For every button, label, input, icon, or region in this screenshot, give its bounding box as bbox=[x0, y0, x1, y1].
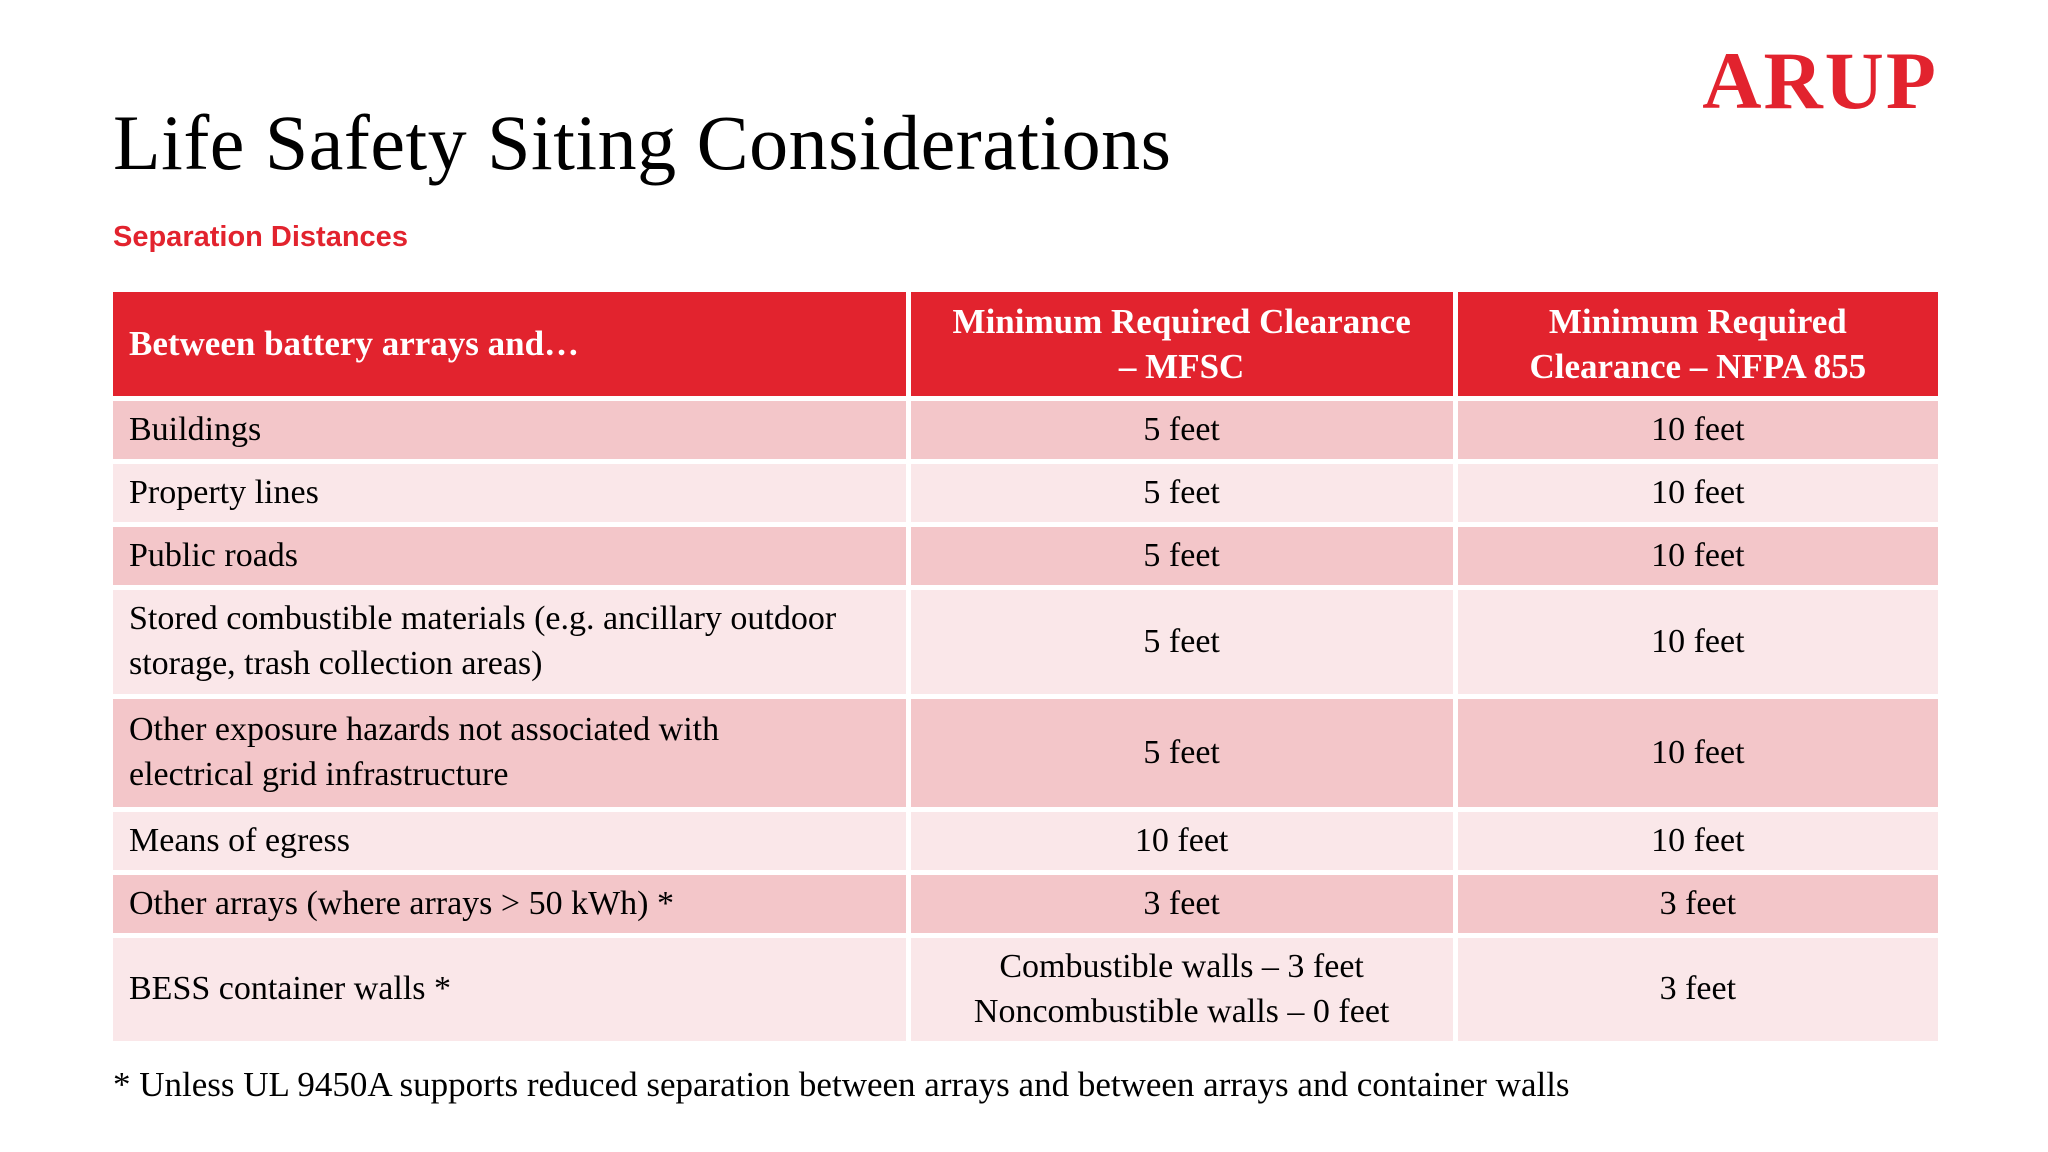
arup-logo: ARUP bbox=[1702, 35, 1938, 126]
nfpa-value-cell: 3 feet bbox=[1457, 938, 1938, 1041]
value-line: 3 feet bbox=[1143, 884, 1220, 922]
value-line: Combustible walls – 3 feet bbox=[999, 947, 1364, 985]
page-subtitle: Separation Distances bbox=[113, 221, 408, 253]
value-line: 5 feet bbox=[1143, 473, 1220, 511]
header-line: – MFSC bbox=[1118, 347, 1245, 386]
value-line: 5 feet bbox=[1143, 733, 1220, 771]
value-line: 10 feet bbox=[1651, 622, 1745, 660]
header-mfsc: Minimum Required Clearance – MFSC bbox=[910, 292, 1453, 396]
nfpa-value-cell: 10 feet bbox=[1457, 401, 1938, 459]
row-label-cell: Means of egress bbox=[113, 812, 906, 870]
header-between-arrays: Between battery arrays and… bbox=[113, 292, 906, 396]
value-line: 5 feet bbox=[1143, 622, 1220, 660]
header-line: Minimum Required Clearance bbox=[952, 301, 1411, 341]
separation-distances-table: Between battery arrays and… Minimum Requ… bbox=[113, 292, 1938, 1041]
mfsc-value-cell: 10 feet bbox=[910, 812, 1453, 870]
nfpa-value-cell: 3 feet bbox=[1457, 875, 1938, 933]
mfsc-value-cell: 5 feet bbox=[910, 590, 1453, 694]
row-label-cell: Public roads bbox=[113, 527, 906, 585]
value-line: 10 feet bbox=[1134, 821, 1229, 859]
mfsc-value-cell: 5 feet bbox=[910, 527, 1453, 585]
value-line: 5 feet bbox=[1143, 536, 1220, 574]
value-line: Noncombustible walls – 0 feet bbox=[973, 992, 1390, 1030]
header-line: Clearance – NFPA 855 bbox=[1529, 347, 1867, 386]
mfsc-value-cell: Combustible walls – 3 feet Noncombustibl… bbox=[910, 938, 1453, 1041]
row-label-cell: Other exposure hazards not associated wi… bbox=[113, 699, 906, 807]
value-line: 10 feet bbox=[1651, 410, 1745, 448]
mfsc-value-cell: 5 feet bbox=[910, 401, 1453, 459]
mfsc-value-cell: 3 feet bbox=[910, 875, 1453, 933]
value-line: 3 feet bbox=[1659, 884, 1737, 922]
page-title: Life Safety Siting Considerations bbox=[113, 99, 1172, 186]
row-label-cell: Other arrays (where arrays > 50 kWh) * bbox=[113, 875, 906, 933]
value-line: 3 feet bbox=[1659, 970, 1737, 1008]
value-line: 5 feet bbox=[1143, 410, 1220, 448]
value-line: 10 feet bbox=[1651, 821, 1745, 859]
nfpa-value-cell: 10 feet bbox=[1457, 527, 1938, 585]
row-label-cell: Property lines bbox=[113, 464, 906, 522]
value-line: 10 feet bbox=[1651, 536, 1745, 574]
nfpa-value-cell: 10 feet bbox=[1457, 464, 1938, 522]
footnote: * Unless UL 9450A supports reduced separ… bbox=[113, 1065, 1570, 1104]
row-label-cell: BESS container walls * bbox=[113, 938, 906, 1041]
mfsc-value-cell: 5 feet bbox=[910, 699, 1453, 807]
header-line: Between battery arrays and… bbox=[129, 324, 580, 364]
mfsc-value-cell: 5 feet bbox=[910, 464, 1453, 522]
nfpa-value-cell: 10 feet bbox=[1457, 590, 1938, 694]
row-label-cell: Buildings bbox=[113, 401, 906, 459]
value-line: 10 feet bbox=[1651, 733, 1745, 771]
nfpa-value-cell: 10 feet bbox=[1457, 699, 1938, 807]
value-line: 10 feet bbox=[1651, 473, 1745, 511]
nfpa-value-cell: 10 feet bbox=[1457, 812, 1938, 870]
row-label-cell: Stored combustible materials (e.g. ancil… bbox=[113, 590, 906, 694]
header-line: Minimum Required bbox=[1548, 301, 1847, 341]
header-nfpa855: Minimum Required Clearance – NFPA 855 bbox=[1457, 292, 1938, 396]
